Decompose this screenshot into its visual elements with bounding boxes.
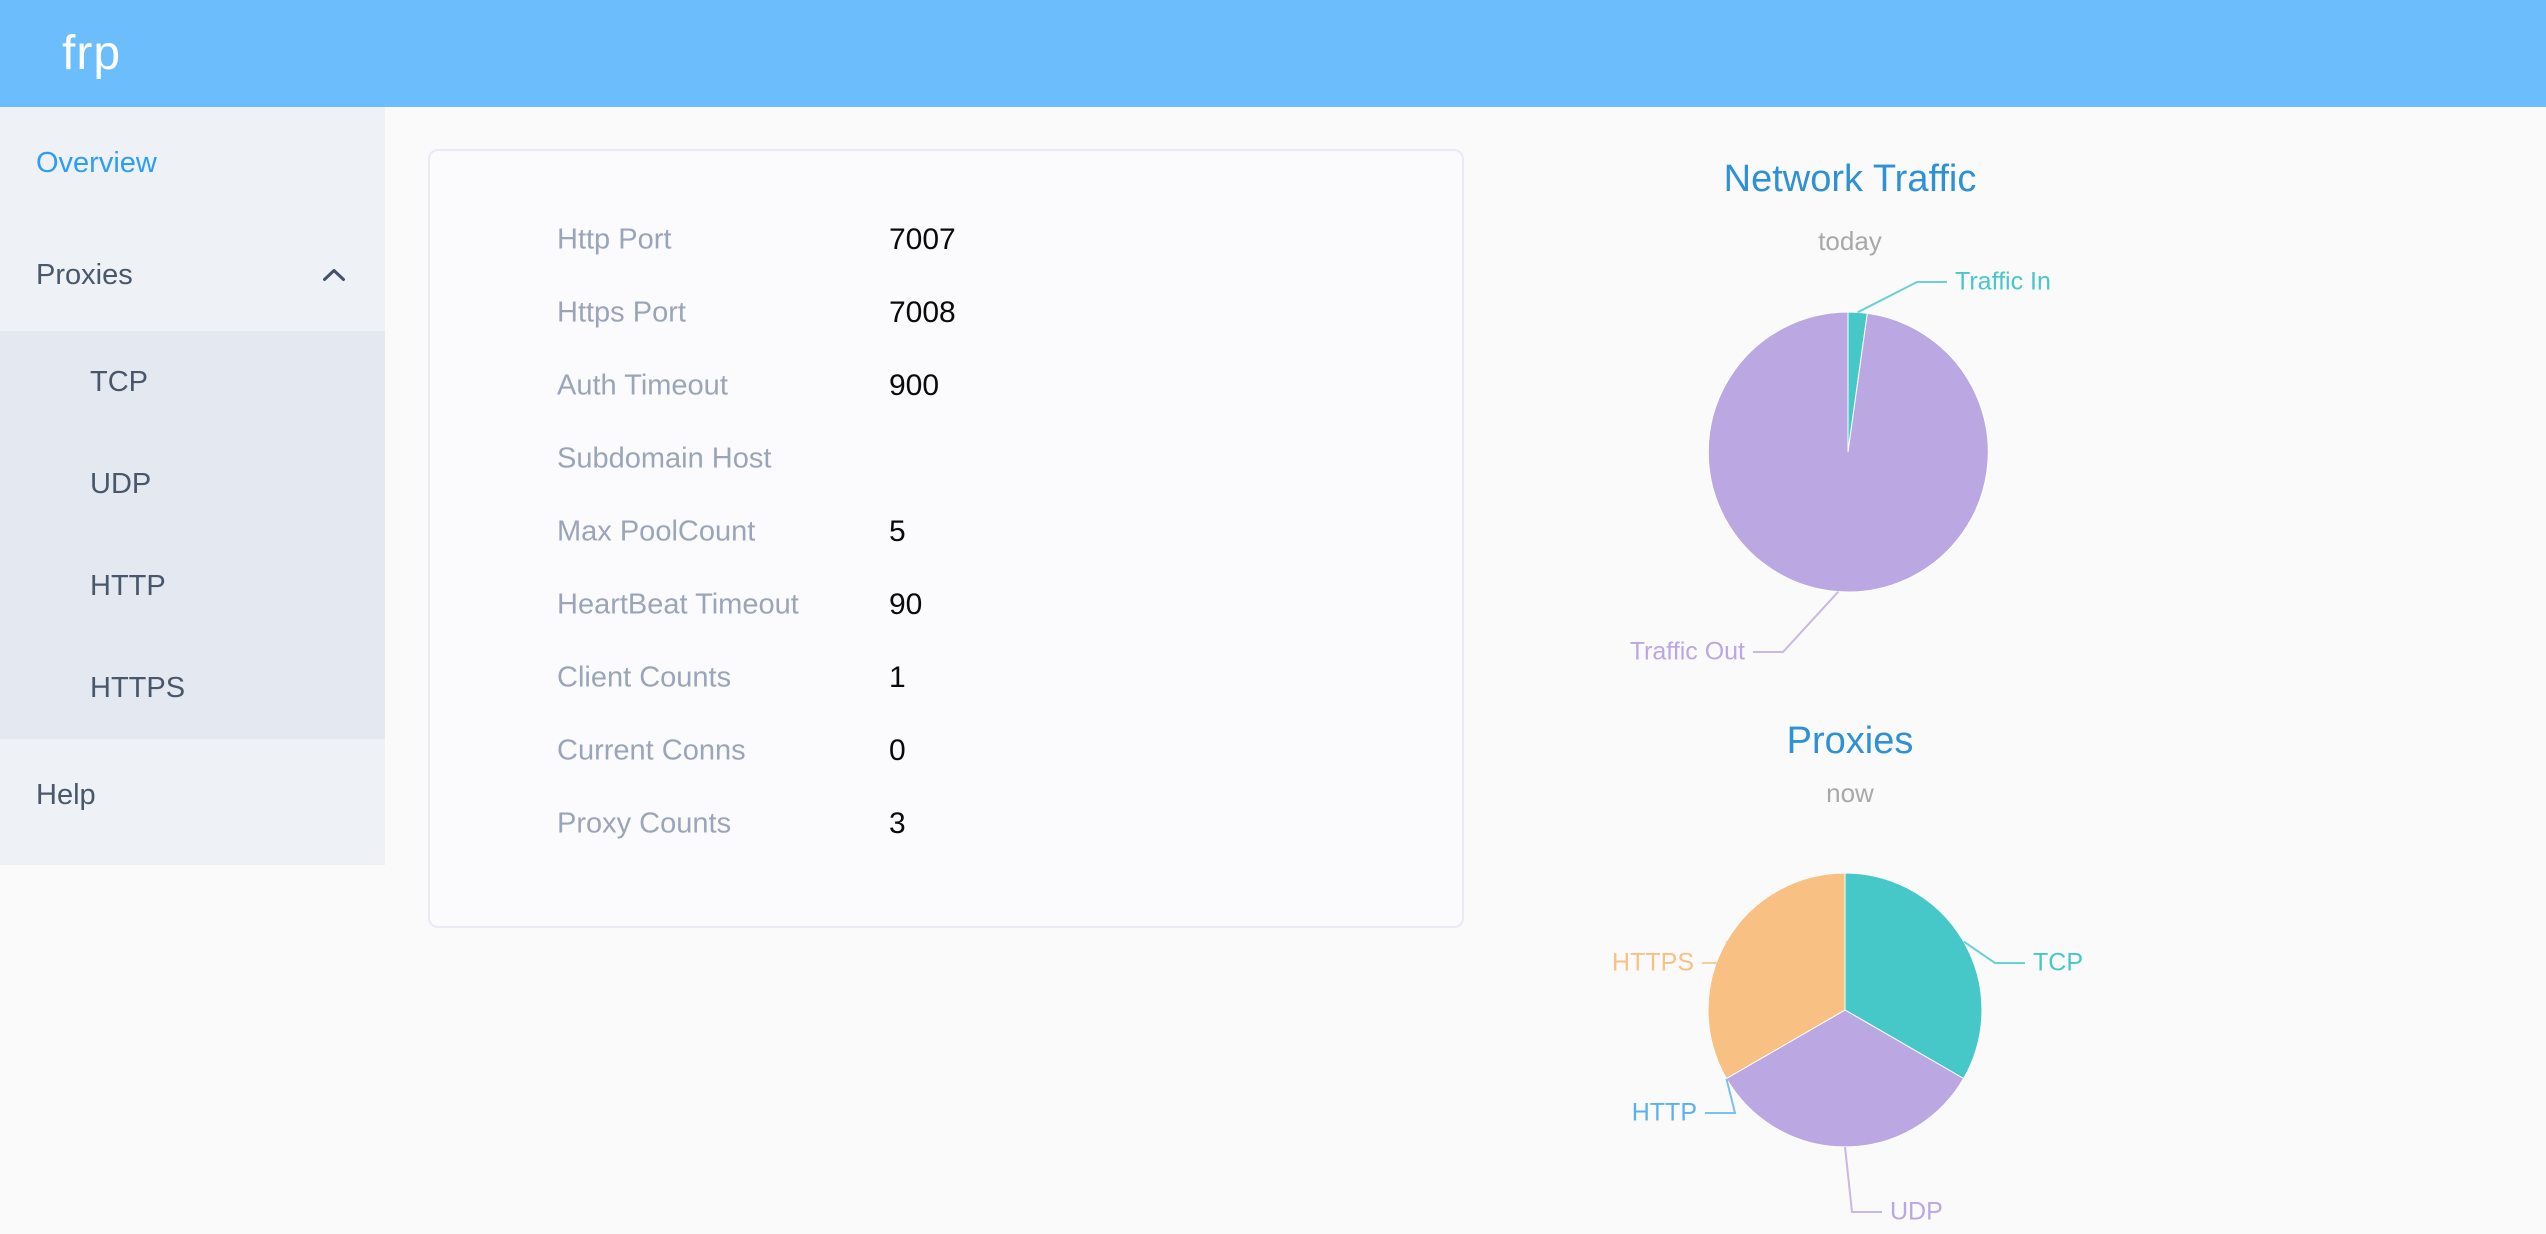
info-label: Auth Timeout — [557, 369, 728, 401]
info-label: Proxy Counts — [557, 807, 732, 839]
pie-label-udp: UDP — [1890, 1198, 1943, 1226]
info-row: Subdomain Host — [430, 422, 1462, 495]
network-traffic-chart: Network Traffic today Traffic In Traffic … — [1470, 140, 2230, 695]
info-label: HeartBeat Timeout — [557, 588, 799, 620]
sidebar-item-tcp[interactable]: TCP — [0, 331, 385, 433]
info-row: HeartBeat Timeout 90 — [430, 568, 1462, 641]
pie-label-line-traffic-in — [1857, 281, 1947, 314]
chevron-up-icon — [323, 269, 345, 281]
pie-label-line-traffic-out — [1753, 591, 1840, 653]
pie-label-line-tcp — [1963, 940, 2025, 964]
info-label: Client Counts — [557, 661, 732, 693]
pie-slice-traffic-out — [1707, 311, 1989, 593]
proxies-submenu: TCP UDP HTTP HTTPS — [0, 331, 385, 739]
sidebar-item-label: Help — [36, 778, 96, 811]
info-label: Http Port — [557, 223, 672, 255]
sidebar-item-udp[interactable]: UDP — [0, 433, 385, 535]
info-label: Subdomain Host — [557, 442, 772, 474]
pie-slice-udp — [1725, 1009, 1965, 1148]
proxies-chart: Proxies now TCP UDP HTTP HTTPS — [1470, 690, 2230, 1234]
pie-label-line-udp — [1844, 1146, 1882, 1213]
pie-label-tcp: TCP — [2033, 949, 2083, 977]
info-row: Https Port 7008 — [430, 276, 1462, 349]
pie-label-https: HTTPS — [1612, 949, 1694, 977]
sidebar-item-label: HTTPS — [90, 671, 186, 704]
info-value: 0 — [889, 733, 906, 767]
info-value: 900 — [889, 368, 940, 402]
sidebar-item-label: HTTP — [90, 569, 166, 602]
info-label: Https Port — [557, 296, 686, 328]
server-info-rows: Http Port 7007 Https Port 7008 Auth Timeout 9… — [430, 203, 1462, 860]
pie-label-line-http — [1705, 1078, 1737, 1114]
info-row: Proxy Counts 3 — [430, 787, 1462, 860]
network-traffic-chart-title: Network Traffic — [1723, 158, 1977, 200]
info-value: 3 — [889, 806, 906, 840]
info-label: Current Conns — [557, 734, 746, 766]
pie-label-traffic-in: Traffic In — [1955, 268, 2051, 296]
info-value: 7008 — [889, 295, 956, 329]
network-traffic-chart-subtitle: today — [1818, 226, 1882, 256]
pie-label-line-https — [1702, 941, 1734, 964]
pie-label-http: HTTP — [1632, 1099, 1697, 1127]
info-row: Max PoolCount 5 — [430, 495, 1462, 568]
sidebar-item-http[interactable]: HTTP — [0, 535, 385, 637]
pie-label-traffic-out: Traffic Out — [1630, 638, 1745, 666]
sidebar-item-label: Proxies — [36, 258, 133, 291]
sidebar-item-help[interactable]: Help — [0, 739, 385, 851]
server-info-card: Http Port 7007 Https Port 7008 Auth Timeout 9… — [428, 149, 1464, 928]
info-row: Auth Timeout 900 — [430, 349, 1462, 422]
info-value: 90 — [889, 587, 923, 621]
info-row: Current Conns 0 — [430, 714, 1462, 787]
app-logo[interactable]: frp — [62, 27, 122, 80]
sidebar-item-label: TCP — [90, 365, 148, 398]
network-traffic-pie: Traffic In Traffic Out — [1630, 268, 2051, 666]
info-row: Client Counts 1 — [430, 641, 1462, 714]
app-header: frp — [0, 0, 2546, 107]
sidebar-menu: Overview Proxies TCP UDP HTTP HTTPS Help — [0, 107, 385, 865]
sidebar-item-label: Overview — [36, 146, 157, 179]
info-value: 5 — [889, 514, 906, 548]
info-value: 7007 — [889, 222, 956, 256]
info-row: Http Port 7007 — [430, 203, 1462, 276]
proxies-pie: TCP UDP HTTP HTTPS — [1612, 872, 2083, 1226]
proxies-chart-title: Proxies — [1786, 720, 1914, 762]
sidebar-item-overview[interactable]: Overview — [0, 107, 385, 219]
sidebar-item-label: UDP — [90, 467, 152, 500]
sidebar-item-proxies[interactable]: Proxies — [0, 219, 385, 331]
info-value: 1 — [889, 660, 906, 694]
proxies-chart-subtitle: now — [1826, 778, 1874, 808]
sidebar-item-https[interactable]: HTTPS — [0, 637, 385, 739]
info-label: Max PoolCount — [557, 515, 756, 547]
